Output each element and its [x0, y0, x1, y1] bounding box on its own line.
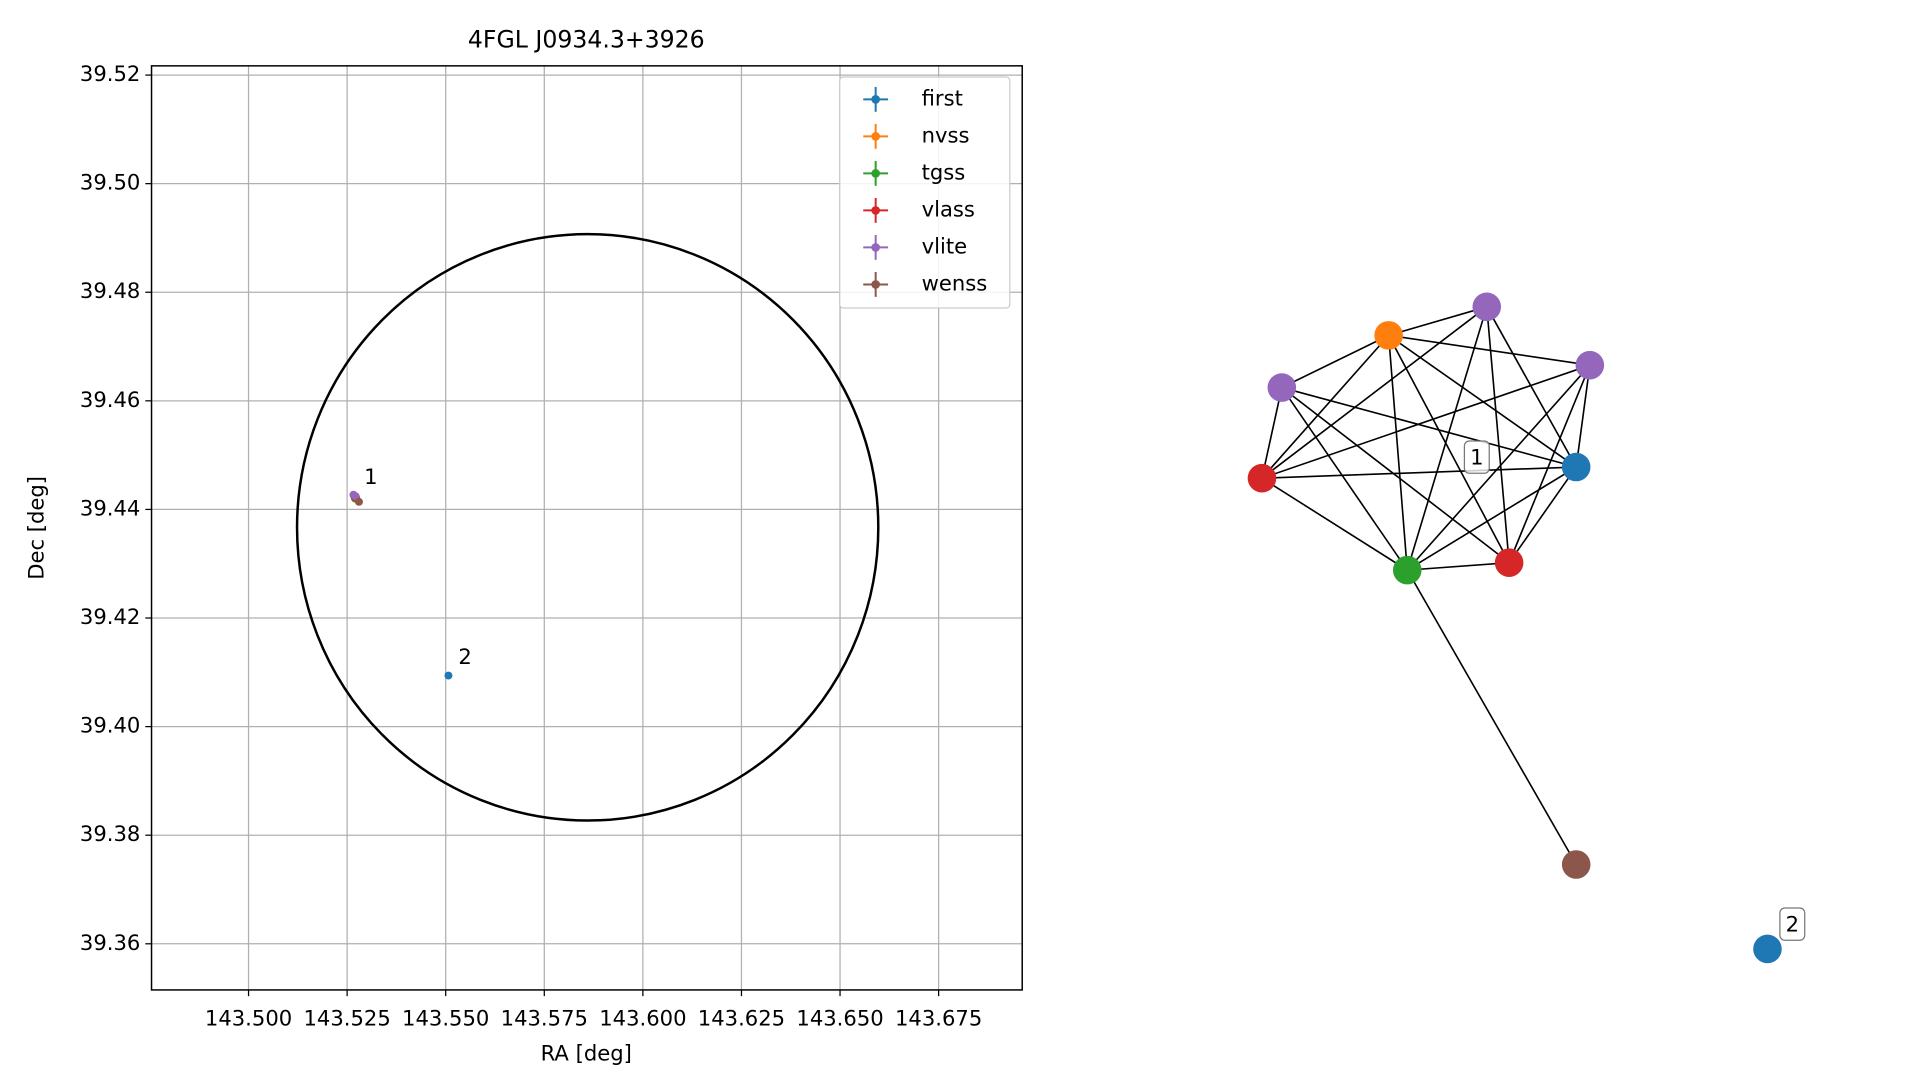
graph-edge: [1406, 364, 1591, 571]
chart-title: 4FGL J0934.3+3926: [468, 25, 705, 53]
graph-node: [1392, 555, 1422, 585]
x-tick-label: 143.525: [303, 1006, 390, 1031]
graph-node: [1561, 850, 1591, 879]
graph-edge: [1261, 364, 1591, 479]
graph-edge: [1387, 334, 1510, 564]
plot-frame: [150, 65, 1023, 991]
legend-box: [839, 76, 1011, 309]
graph-node: [1561, 452, 1591, 482]
graph-node: [1267, 373, 1297, 402]
y-tick-label: 39.52: [80, 61, 140, 86]
legend-marker: [871, 243, 881, 252]
graph-edge: [1281, 334, 1389, 389]
y-tick-label: 39.44: [80, 495, 140, 520]
x-tick-label: 143.600: [599, 1006, 686, 1031]
x-axis-label: RA [deg]: [541, 1041, 632, 1066]
legend-marker: [871, 169, 881, 178]
graph-edge: [1485, 306, 1510, 563]
node-label: 1: [1470, 444, 1483, 469]
search-circle: [295, 232, 880, 822]
graph-node: [1753, 934, 1782, 964]
node-label-box: [1463, 440, 1490, 474]
graph-edge: [1508, 364, 1591, 563]
graph-edge: [1388, 306, 1487, 337]
legend-label: nvss: [922, 122, 970, 147]
graph-edge: [1575, 365, 1591, 468]
x-tick-label: 143.575: [501, 1006, 588, 1031]
graph-edge: [1406, 306, 1488, 571]
graph-edge: [1387, 335, 1409, 571]
node-label: 2: [1786, 911, 1799, 936]
graph-node: [1494, 548, 1524, 577]
y-tick-label: 39.40: [80, 713, 140, 738]
x-tick-label: 143.500: [205, 1006, 292, 1031]
x-tick-label: 143.625: [698, 1006, 785, 1031]
y-tick-label: 39.46: [80, 387, 140, 412]
x-tick-label: 143.550: [402, 1006, 489, 1031]
legend-marker: [871, 95, 881, 104]
graph-edge: [1281, 387, 1408, 571]
node-label-box: [1779, 907, 1806, 941]
graph-edge: [1388, 334, 1590, 366]
graph-edge: [1261, 387, 1283, 479]
y-axis-label: Dec [deg]: [23, 476, 48, 580]
x-tick-label: 143.675: [895, 1006, 982, 1031]
graph-edge: [1508, 466, 1577, 564]
graph-node: [1374, 321, 1403, 350]
y-tick-label: 39.50: [80, 170, 140, 195]
annotation: 2: [458, 644, 471, 669]
graph-edge: [1261, 466, 1577, 480]
y-tick-label: 39.38: [80, 821, 140, 846]
graph-edge: [1281, 386, 1510, 564]
y-tick-label: 39.42: [80, 604, 140, 629]
graph-edge: [1261, 306, 1488, 479]
x-tick-label: 143.650: [796, 1006, 883, 1031]
graph-node: [1472, 292, 1502, 322]
data-point: [444, 671, 453, 680]
y-tick-label: 39.36: [80, 930, 140, 955]
legend-label: vlite: [922, 233, 968, 258]
legend-label: wenss: [922, 270, 988, 295]
y-tick-label: 39.48: [80, 278, 140, 303]
graph-node: [1575, 350, 1605, 380]
legend: first nvss tgss vlass vlite wenss: [839, 76, 1011, 309]
graph-edge: [1261, 334, 1390, 479]
data-point: [354, 497, 363, 506]
legend-label: first: [922, 85, 963, 110]
legend-label: tgss: [922, 159, 966, 184]
legend-marker: [871, 132, 881, 141]
legend-marker: [871, 206, 881, 215]
graph-edge: [1486, 306, 1577, 468]
legend-label: vlass: [922, 196, 975, 221]
graph-edge: [1406, 466, 1577, 571]
graph-node: [1247, 463, 1277, 493]
graph-edge: [1261, 477, 1408, 571]
graph-edge: [1281, 386, 1577, 468]
graph-edge: [1407, 561, 1510, 571]
annotation: 1: [364, 464, 377, 489]
graph-edge: [1406, 569, 1577, 865]
legend-marker: [871, 280, 881, 289]
